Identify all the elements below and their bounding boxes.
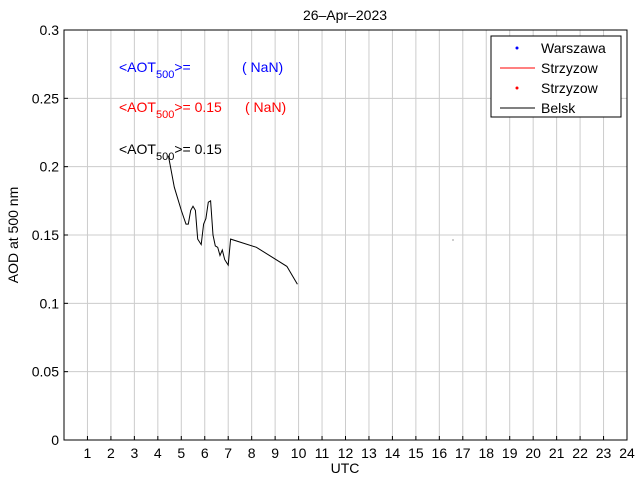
aot-annotation-line: <AOT500>= 0.15 (119, 99, 222, 121)
x-tick-label: 22 (572, 445, 588, 461)
x-tick-label: 13 (361, 445, 377, 461)
x-tick-label: 23 (596, 445, 612, 461)
series-line-belsk (167, 155, 298, 285)
x-tick-label: 3 (130, 445, 138, 461)
x-tick-label: 20 (525, 445, 541, 461)
x-tick-label: 10 (291, 445, 307, 461)
aot-nan-label: ( NaN) (242, 59, 283, 75)
x-tick-label: 11 (315, 445, 330, 461)
x-tick-label: 4 (154, 445, 162, 461)
x-tick-label: 21 (549, 445, 565, 461)
aot-annotation-line: <AOT500>= 0.15 (119, 141, 222, 163)
grid-lines (64, 30, 627, 440)
x-tick-label: 16 (432, 445, 448, 461)
plot-frame (63, 29, 628, 441)
legend-box (490, 35, 622, 118)
y-tick-label: 0 (51, 432, 59, 448)
aot-nan-label: ( NaN) (245, 99, 286, 115)
series-layer (167, 155, 298, 285)
x-tick-label: 14 (385, 445, 401, 461)
x-tick-label: 9 (271, 445, 279, 461)
x-tick-label: 15 (408, 445, 424, 461)
y-axis-label: AOD at 500 nm (5, 187, 21, 284)
x-axis-label: UTC (331, 460, 360, 476)
aot-annotation-line: <AOT500>= (119, 59, 191, 81)
x-tick-label: 2 (107, 445, 115, 461)
x-tick-label: 5 (177, 445, 185, 461)
x-tick-label: 24 (619, 445, 635, 461)
y-axis-ticks: 0 0.05 0.1 0.15 0.2 0.25 0.3 (32, 22, 68, 448)
stray-point-marker (452, 239, 454, 241)
x-tick-label: 1 (84, 445, 92, 461)
y-tick-label: 0.05 (32, 364, 59, 380)
legend-dot-marker (515, 86, 519, 90)
x-tick-label: 12 (338, 445, 354, 461)
y-tick-label: 0.25 (32, 90, 59, 106)
legend: Warszawa Strzyzow Strzyzow Belsk (490, 35, 622, 118)
y-tick-label: 0.1 (40, 295, 60, 311)
x-tick-label: 18 (478, 445, 494, 461)
legend-label: Warszawa (541, 40, 606, 56)
legend-label: Strzyzow (541, 60, 599, 76)
x-tick-label: 6 (201, 445, 209, 461)
legend-label: Belsk (541, 100, 576, 116)
aot-annotations: <AOT500>= ( NaN) <AOT500>= 0.15 ( NaN) <AOT5… (119, 59, 286, 163)
x-tick-label: 7 (224, 445, 232, 461)
chart-title: 26–Apr–2023 (303, 7, 387, 23)
y-tick-label: 0.3 (40, 22, 60, 38)
x-tick-label: 17 (455, 445, 471, 461)
x-tick-label: 8 (248, 445, 256, 461)
y-tick-label: 0.2 (40, 159, 60, 175)
legend-dot-marker (515, 46, 519, 50)
x-tick-label: 19 (502, 445, 518, 461)
legend-label: Strzyzow (541, 80, 599, 96)
legend-items: Warszawa Strzyzow Strzyzow Belsk (500, 40, 606, 116)
x-axis-ticks: 1 2 3 4 5 6 7 8 9 10 11 12 13 14 15 16 17 18 19 20 21 22 23 24 (84, 436, 635, 461)
y-tick-label: 0.15 (32, 227, 59, 243)
